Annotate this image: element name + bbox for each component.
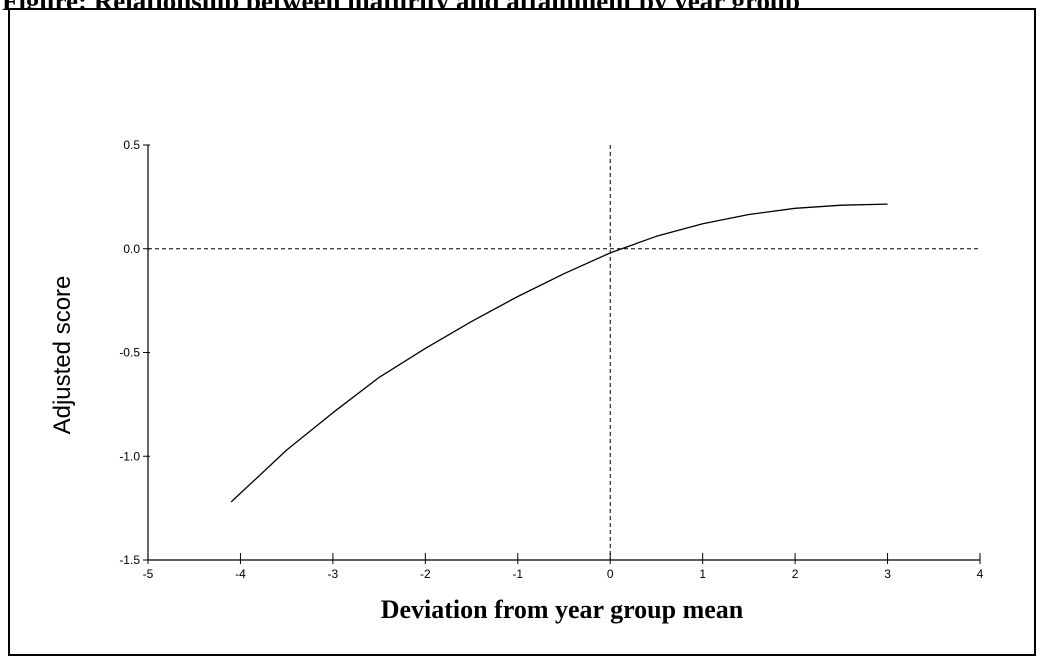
y-tick-label: -1.5 xyxy=(119,553,140,567)
x-tick-label: 1 xyxy=(699,567,706,581)
chart-frame xyxy=(8,8,1036,656)
x-tick-label: -5 xyxy=(143,567,154,581)
x-tick-label: 0 xyxy=(607,567,614,581)
x-tick-label: -4 xyxy=(235,567,246,581)
y-tick-label: 0.0 xyxy=(123,242,140,256)
x-axis-title: Deviation from year group mean xyxy=(381,595,744,624)
y-axis-title: Adjusted score xyxy=(49,276,76,435)
x-tick-label: -2 xyxy=(420,567,431,581)
reference-lines xyxy=(148,145,980,560)
x-tick-label: 2 xyxy=(792,567,799,581)
y-tick-label: -0.5 xyxy=(119,346,140,360)
y-tick-label: -1.0 xyxy=(119,449,140,463)
x-tick-label: 3 xyxy=(884,567,891,581)
series-line xyxy=(230,203,888,503)
x-tick-label: -3 xyxy=(328,567,339,581)
x-tick-label: 4 xyxy=(977,567,984,581)
axes: 0.5 0.0 -0.5 -1.0 -1.5-5 -4 -3 -2 -1 0 1 2 3 4 xyxy=(119,138,983,581)
y-tick-label: 0.5 xyxy=(123,138,140,152)
x-tick-label: -1 xyxy=(512,567,523,581)
data-series xyxy=(230,203,888,503)
